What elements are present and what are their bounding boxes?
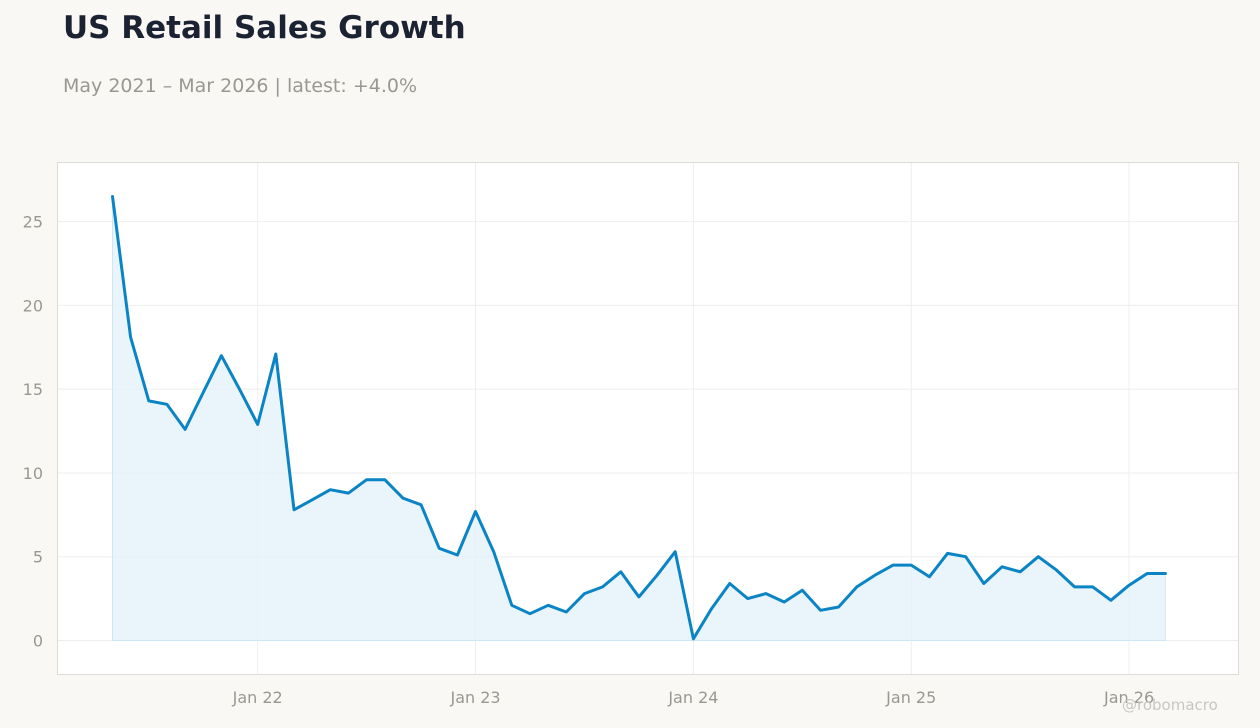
series-layer — [111, 195, 1167, 641]
page-subtitle: May 2021 – Mar 2026 | latest: +4.0% — [63, 75, 418, 97]
y-axis-ticks: 0 5 10 15 20 25 — [23, 213, 43, 651]
x-tick-label: Jan 25 — [885, 688, 936, 707]
series-line — [111, 195, 1167, 641]
page-title: US Retail Sales Growth — [63, 10, 466, 46]
y-tick-label: 25 — [23, 213, 43, 232]
x-tick-label: Jan 22 — [232, 688, 283, 707]
x-tick-label: Jan 23 — [449, 688, 500, 707]
y-tick-label: 10 — [23, 464, 43, 483]
x-tick-label: Jan 24 — [667, 688, 718, 707]
y-tick-label: 15 — [23, 380, 43, 399]
y-tick-label: 0 — [33, 631, 43, 650]
credit-label: @robomacro — [1122, 696, 1218, 714]
y-tick-label: 20 — [23, 296, 43, 315]
x-tick-label: Jan 26 — [1103, 688, 1154, 707]
x-axis-ticks: Jan 22 Jan 23 Jan 24 Jan 25 Jan 26 — [232, 688, 1154, 707]
y-tick-label: 5 — [33, 548, 43, 567]
